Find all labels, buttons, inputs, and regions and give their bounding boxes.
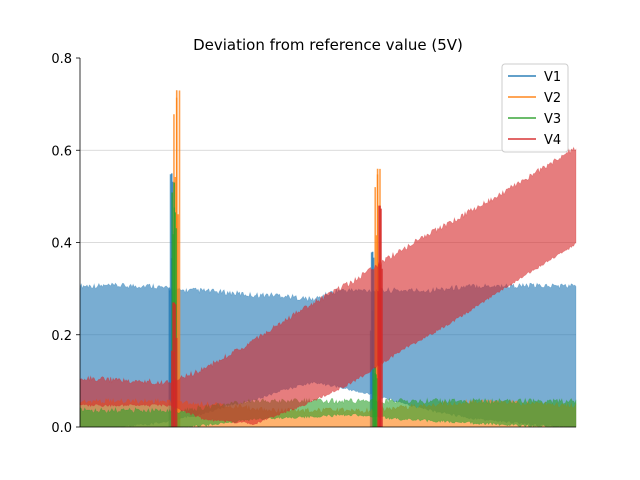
legend: V1 V2 V3 V4 — [501, 63, 569, 153]
series-spike — [171, 302, 178, 427]
series-band — [79, 146, 577, 426]
legend-box — [501, 63, 569, 153]
legend-label: V4 — [544, 133, 561, 148]
y-tick-label: 0.6 — [51, 144, 72, 159]
y-tick-label: 0.0 — [51, 421, 72, 436]
y-tick-label: 0.2 — [51, 329, 72, 344]
legend-label: V2 — [544, 91, 561, 106]
series-spike — [372, 367, 378, 427]
chart-title: Deviation from reference value (5V) — [193, 36, 463, 54]
axes: 0.0 0.2 0.4 0.6 0.8 — [51, 52, 576, 436]
y-tick-label: 0.8 — [51, 52, 72, 67]
series-v4 — [79, 146, 577, 427]
series-spike — [377, 205, 383, 427]
y-tick-label: 0.4 — [51, 237, 72, 252]
legend-label: V1 — [544, 70, 561, 85]
legend-label: V3 — [544, 112, 561, 127]
